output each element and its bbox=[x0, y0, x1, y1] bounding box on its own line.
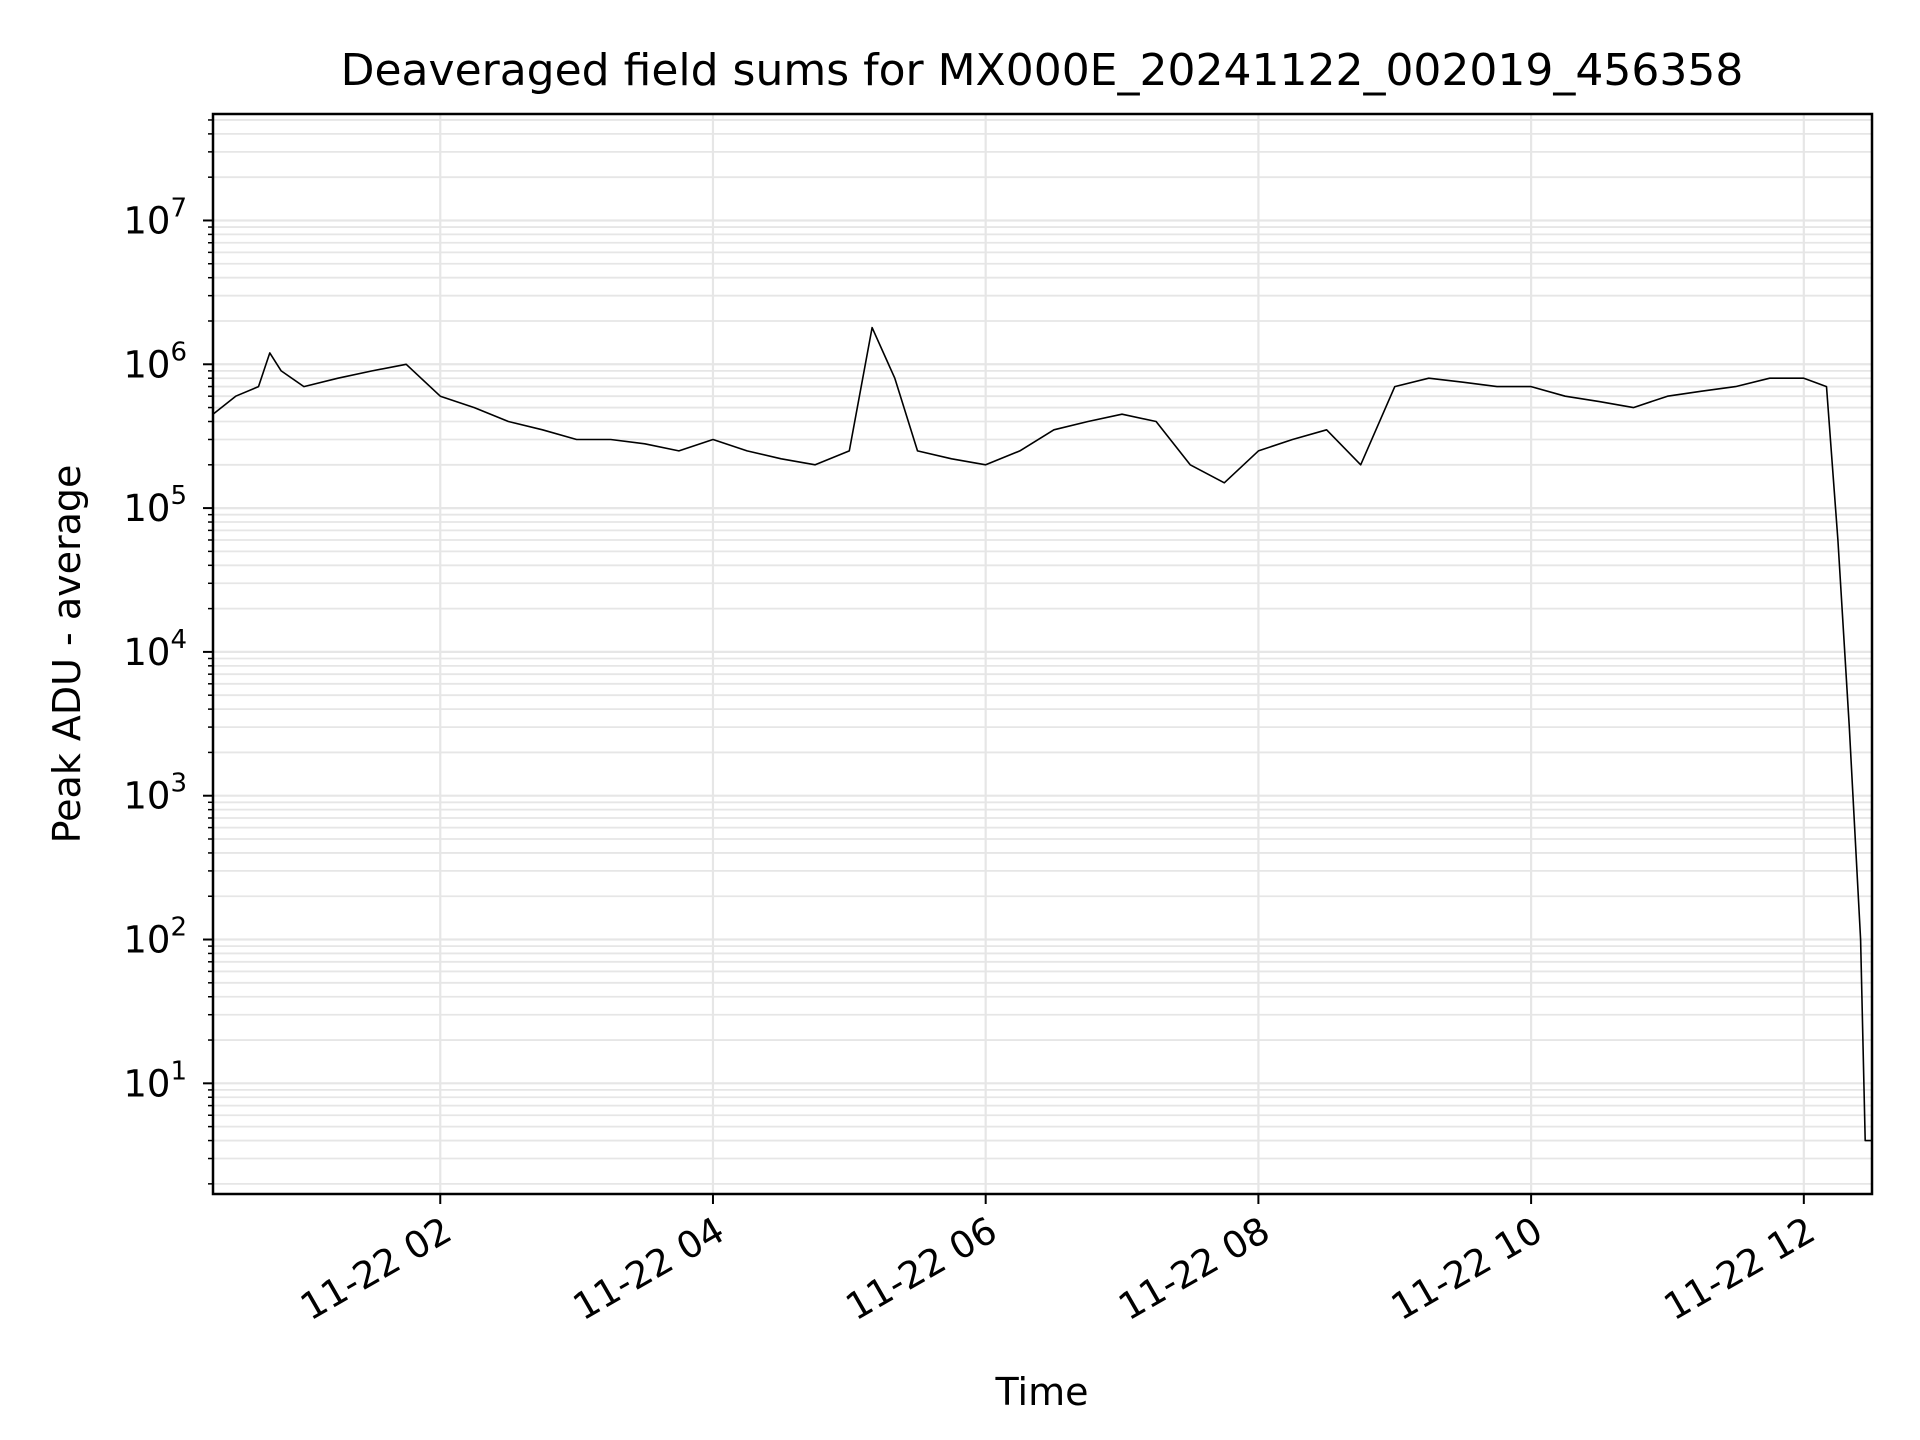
y-axis: 101 102 103 104 105 106 107 bbox=[123, 119, 213, 1185]
plot-frame bbox=[211, 112, 1874, 1196]
series-layer bbox=[212, 326, 1872, 1142]
y-axis-label: Peak ADU - average bbox=[45, 465, 89, 844]
x-axis-label: Time bbox=[995, 1370, 1089, 1414]
grid bbox=[213, 114, 1872, 1194]
y-tick-label: 103 bbox=[123, 769, 187, 818]
chart-title: Deaveraged field sums for MX000E_2024112… bbox=[341, 45, 1744, 96]
series-line bbox=[212, 326, 1872, 1142]
y-tick-label: 101 bbox=[123, 1056, 187, 1105]
y-tick-label: 106 bbox=[123, 337, 187, 386]
y-tick-label: 104 bbox=[123, 625, 187, 674]
y-tick-label: 102 bbox=[123, 913, 187, 962]
y-tick-label: 105 bbox=[123, 481, 187, 530]
y-tick-label: 107 bbox=[123, 193, 187, 242]
